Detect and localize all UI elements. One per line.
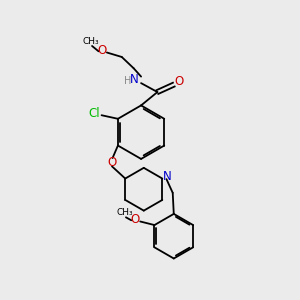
Text: CH₃: CH₃ (116, 208, 133, 217)
Text: O: O (107, 156, 117, 169)
Text: O: O (98, 44, 107, 57)
Text: O: O (175, 75, 184, 88)
Text: N: N (163, 170, 171, 183)
Text: CH₃: CH₃ (82, 37, 99, 46)
Text: Cl: Cl (88, 107, 100, 120)
Text: O: O (130, 213, 140, 226)
Text: N: N (130, 73, 139, 86)
Text: H: H (124, 76, 132, 86)
